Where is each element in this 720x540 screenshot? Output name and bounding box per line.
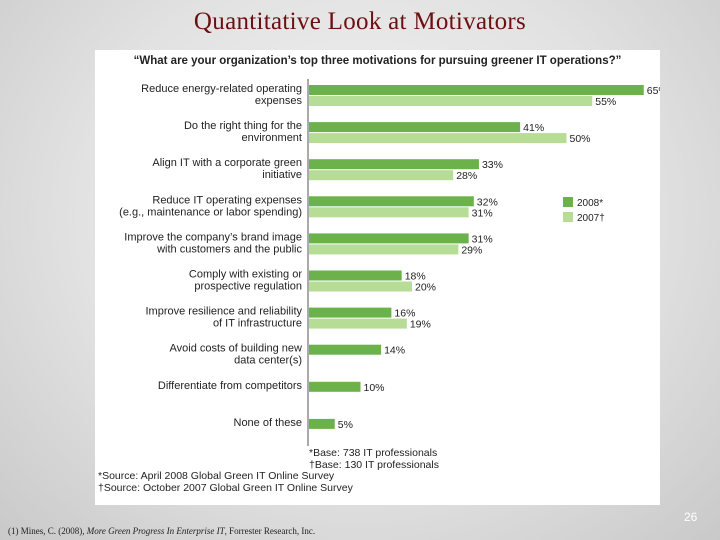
bar-2008: [309, 344, 382, 355]
data-label: 16%: [394, 308, 415, 320]
chart-title: “What are your organization’s top three …: [133, 55, 622, 67]
slide-title: Quantitative Look at Motivators: [193, 8, 527, 35]
category-label: Improve the company’s brand image with cu…: [124, 231, 302, 255]
base-note: *Base: 738 IT professionals †Base: 130 I…: [309, 447, 439, 471]
category-label: Reduce IT operating expenses (e.g., maint…: [119, 194, 302, 218]
category-label: Align IT with a corporate green initiativ…: [152, 157, 302, 181]
data-label: 28%: [456, 170, 477, 182]
bar-2007: [309, 281, 412, 292]
category-label: Differentiate from competitors: [158, 380, 303, 392]
bar-2008: [309, 270, 402, 281]
data-label: 50%: [570, 133, 591, 145]
data-label: 29%: [461, 244, 482, 256]
bar-2007: [309, 96, 593, 106]
data-label: 41%: [523, 122, 544, 134]
category-label: Avoid costs of building new data center(s…: [170, 343, 303, 367]
base-note-2007: †Base: 130 IT professionals: [309, 459, 439, 471]
reference-footnote: (1) Mines, C. (2008), More Green Progres…: [8, 526, 315, 536]
data-label: 32%: [477, 196, 498, 208]
bar-2008: [309, 307, 392, 318]
category-label: None of these: [234, 417, 303, 429]
legend-swatch: [563, 197, 573, 207]
source-note: *Source: April 2008 Global Green IT Onli…: [98, 470, 353, 494]
chart-panel: “What are your organization’s top three …: [95, 50, 660, 505]
data-label: 65%: [647, 85, 660, 97]
bar-2007: [309, 244, 459, 255]
legend-label: 2008*: [577, 198, 603, 209]
data-label: 31%: [472, 207, 493, 219]
reference-prefix: (1) Mines, C. (2008),: [8, 526, 87, 536]
bar-2008: [309, 196, 474, 207]
data-label: 5%: [338, 419, 353, 431]
reference-title: More Green Progress In Enterprise IT: [86, 526, 225, 536]
data-label: 10%: [364, 382, 385, 394]
data-label: 18%: [405, 271, 426, 283]
base-note-2008: *Base: 738 IT professionals: [309, 447, 438, 459]
category-label: Do the right thing for the environment: [184, 120, 302, 144]
bar-2008: [309, 381, 361, 392]
legend-label: 2007†: [577, 213, 605, 224]
bar-2008: [309, 159, 479, 170]
bar-2008: [309, 85, 644, 95]
source-note-2007: †Source: October 2007 Global Green IT On…: [98, 482, 353, 494]
source-note-2008: *Source: April 2008 Global Green IT Onli…: [98, 470, 335, 482]
bar-chart: Reduce energy-related operating expenses 6…: [119, 79, 660, 446]
bar-2008: [309, 233, 469, 244]
data-label: 19%: [410, 319, 431, 331]
data-label: 20%: [415, 282, 436, 294]
bar-2007: [309, 318, 407, 329]
data-label: 14%: [384, 345, 405, 357]
data-label: 33%: [482, 159, 503, 171]
bar-2007: [309, 170, 454, 181]
bar-2008: [309, 418, 335, 429]
bar-2007: [309, 133, 567, 144]
reference-suffix: , Forrester Research, Inc.: [224, 526, 316, 536]
data-label: 55%: [595, 96, 616, 108]
legend-swatch: [563, 212, 573, 222]
page-number: 26: [684, 510, 698, 524]
data-label: 31%: [472, 233, 493, 245]
category-label: Improve resilience and reliability of IT …: [145, 306, 302, 330]
category-label: Comply with existing or prospective regul…: [189, 269, 302, 293]
bar-2007: [309, 207, 469, 218]
bar-2008: [309, 122, 521, 133]
category-label: Reduce energy-related operating expenses: [141, 83, 302, 107]
